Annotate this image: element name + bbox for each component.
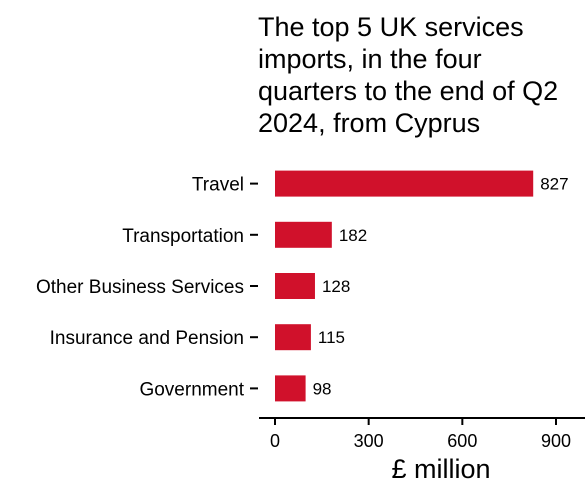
chart-title-line-4: 2024, from Cyprus <box>258 108 480 138</box>
chart-title-line-1: The top 5 UK services <box>258 12 524 42</box>
bar-travel <box>275 170 534 197</box>
value-label-other-business-services: 128 <box>322 277 350 296</box>
bar-insurance-and-pension <box>275 324 311 351</box>
x-axis-title: £ million <box>391 454 490 483</box>
category-label-other-business-services: Other Business Services <box>36 277 244 298</box>
x-tick-label: 600 <box>447 431 477 451</box>
value-label-insurance-and-pension: 115 <box>318 328 345 347</box>
bar-transportation <box>275 221 332 248</box>
bar-government <box>275 375 306 402</box>
x-axis-ticks: 0 300 600 900 <box>270 418 571 451</box>
x-tick-label: 900 <box>541 431 571 451</box>
category-axis: Travel Transportation Other Business Servi… <box>36 175 258 400</box>
category-label-transportation: Transportation <box>122 226 244 247</box>
bar-other-business-services <box>275 273 315 299</box>
chart-title-line-3: quarters to the end of Q2 <box>258 76 558 106</box>
category-label-government: Government <box>139 379 244 400</box>
bars-layer <box>275 170 534 402</box>
value-label-travel: 827 <box>540 175 568 194</box>
category-label-travel: Travel <box>192 175 244 196</box>
x-tick-label: 0 <box>270 431 280 451</box>
category-label-insurance-and-pension: Insurance and Pension <box>50 328 244 349</box>
value-label-transportation: 182 <box>339 226 367 245</box>
chart-title-line-2: imports, in the four <box>258 44 482 74</box>
x-tick-label: 300 <box>354 431 384 451</box>
value-label-government: 98 <box>313 379 332 398</box>
value-labels: 827 182 128 115 98 <box>313 175 569 399</box>
